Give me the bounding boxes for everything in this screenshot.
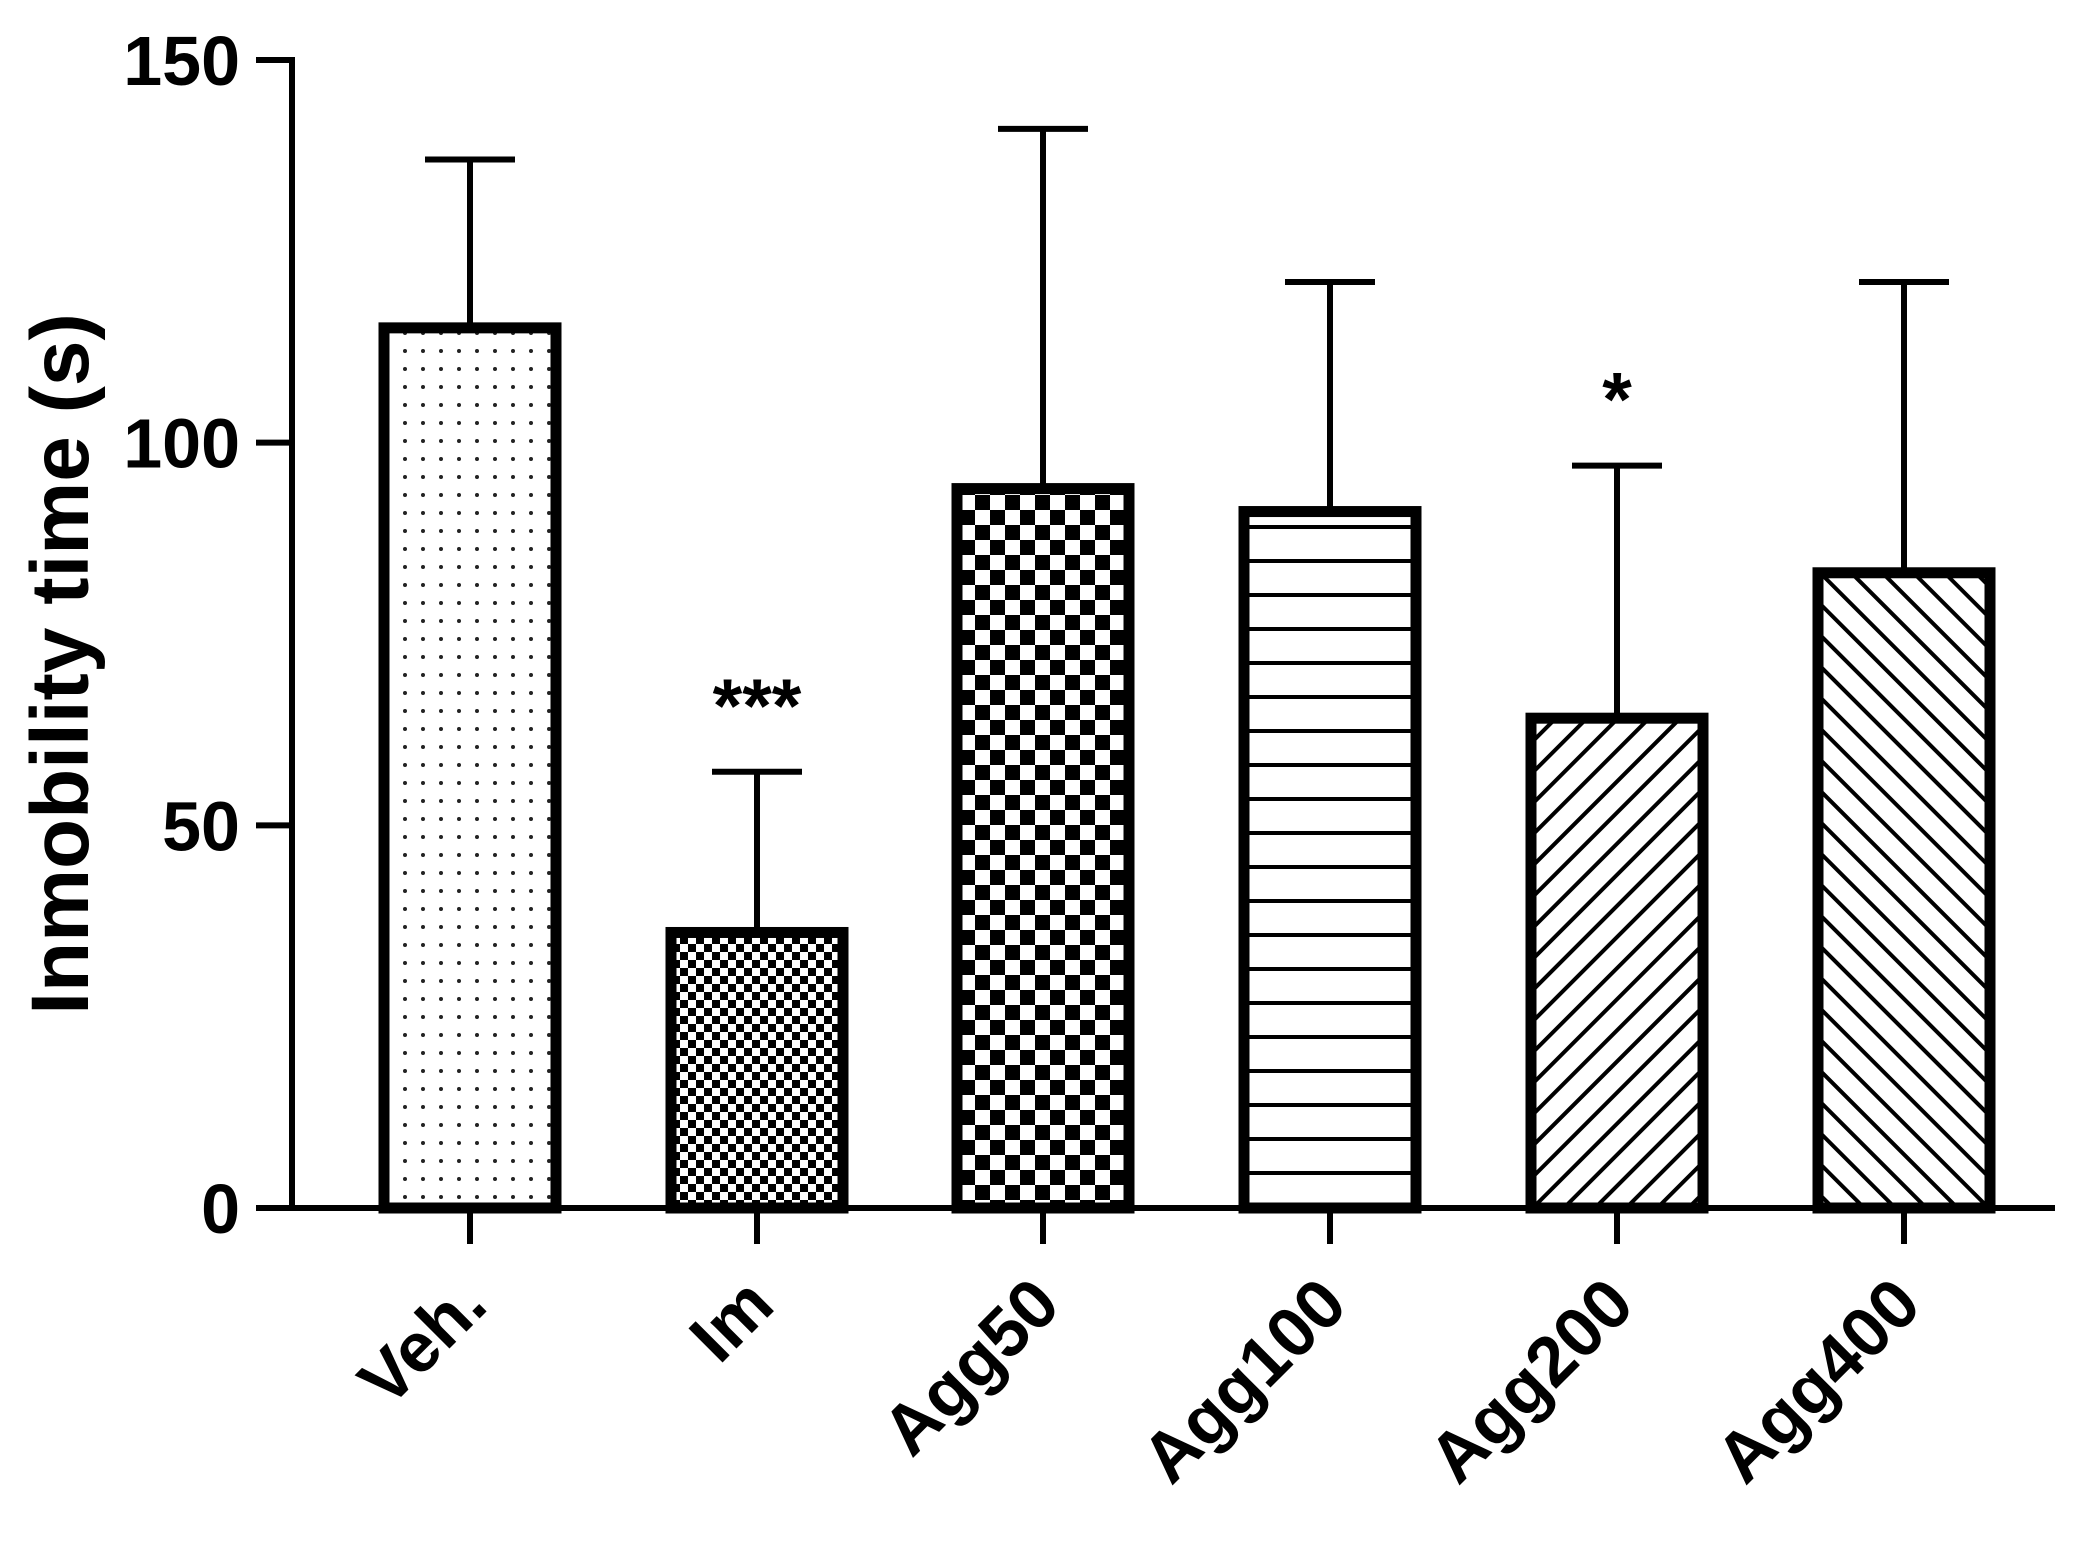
y-ticks-group: 0 50 100 150 — [123, 22, 292, 1248]
significance-labels-group: **** — [713, 358, 1633, 749]
bar-agg50 — [951, 483, 1135, 1214]
y-axis-title: Inmobility time (s) — [15, 313, 106, 1015]
bar-veh — [378, 322, 562, 1214]
significance-label: *** — [713, 664, 802, 749]
axes-group — [289, 57, 2055, 1211]
x-category-label: Im — [675, 1263, 788, 1376]
x-category-label: Agg100 — [1127, 1263, 1361, 1497]
bars-group — [378, 322, 1996, 1214]
bar-agg400 — [1812, 567, 1996, 1214]
bar-agg200 — [1525, 712, 1709, 1214]
x-category-label: Agg50 — [867, 1263, 1073, 1469]
x-category-label: Agg400 — [1701, 1263, 1935, 1497]
x-category-label: Veh. — [344, 1263, 501, 1420]
y-tick-label: 150 — [123, 22, 240, 100]
error-bars-group — [425, 125, 1949, 933]
x-category-label: Agg200 — [1414, 1263, 1648, 1497]
x-ticks-group: Veh. Im Agg50 Agg100 Agg200 Agg400 — [344, 1208, 1935, 1497]
y-tick-label: 0 — [201, 1170, 240, 1248]
y-tick-label: 100 — [123, 405, 240, 483]
y-tick-label: 50 — [162, 787, 240, 865]
significance-label: * — [1602, 358, 1632, 443]
bar-agg100 — [1238, 506, 1422, 1214]
bar-im — [665, 926, 849, 1214]
